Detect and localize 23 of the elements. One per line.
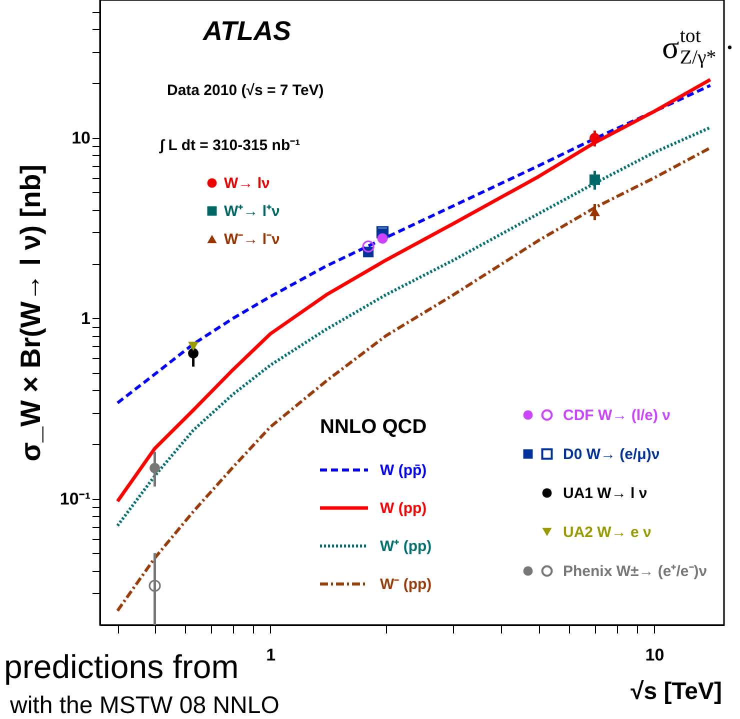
y-tick-label: 10⁻¹ [60, 489, 91, 508]
annotation: Data 2010 (√s = 7 TeV) [167, 82, 324, 99]
y-axis-title: σ_W × Br(W→ l ν) [nb] [14, 164, 46, 462]
legend-label: W (pp) [380, 500, 427, 517]
text: predictions from [4, 648, 239, 685]
annotation: ∫ L dt = 310-315 nb⁻¹ [159, 137, 300, 154]
x-axis-title: √s [TeV] [630, 678, 722, 705]
legend-label: W⁻→ l⁻ν [224, 231, 280, 248]
legend-label: W⁺ (pp) [380, 538, 432, 555]
legend-label: W⁺→ l⁺ν [224, 203, 280, 220]
annotation: ATLAS [202, 16, 291, 46]
legend-title: NNLO QCD [320, 416, 427, 438]
y-tick-label: 10 [72, 128, 90, 148]
legend-label: UA2 W→ e ν [563, 524, 652, 541]
legend-label: W (pp̄) [380, 462, 427, 479]
legend-label: W⁻ (pp) [380, 576, 432, 593]
text: with the MSTW 08 NNLO [9, 692, 280, 719]
legend-label: CDF W→ (l/e) ν [563, 407, 670, 424]
y-tick-label: 1 [81, 308, 90, 328]
legend-label: D0 W→ (e/μ)ν [563, 446, 660, 463]
legend-label: Phenix W±→ (e⁺/e⁻)ν [563, 563, 708, 580]
legend-label: UA1 W→ l ν [563, 485, 648, 502]
legend-label: W→ lν [224, 175, 270, 192]
